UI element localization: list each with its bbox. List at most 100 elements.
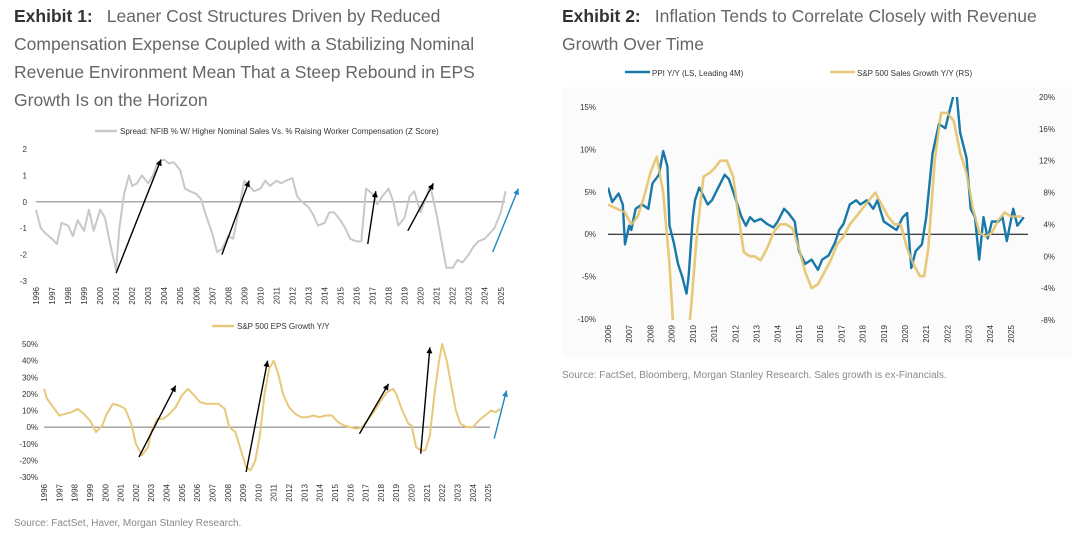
x-tick-label: 2008 [224, 286, 233, 304]
arrow-head [426, 347, 433, 354]
right-y-tick-label: 20% [1039, 93, 1055, 102]
y-tick-label: 30% [22, 373, 38, 382]
right-y-tick-label: 0% [1043, 252, 1055, 261]
left-y-tick-label: -5% [582, 273, 596, 282]
exhibit-2-title-text: Inflation Tends to Correlate Closely wit… [562, 6, 1037, 54]
x-tick-label: 2012 [285, 483, 294, 501]
arrow-head [382, 383, 389, 391]
left-y-tick-label: 5% [584, 188, 596, 197]
x-tick-label: 2016 [346, 483, 355, 501]
x-tick-label: 2020 [901, 324, 910, 342]
arrow-head [156, 159, 162, 167]
x-tick-label: 2014 [316, 483, 325, 501]
left-y-tick-label: 15% [580, 103, 596, 112]
x-tick-label: 2012 [288, 286, 297, 304]
arrow-head [244, 180, 250, 188]
right-y-tick-label: 4% [1043, 220, 1055, 229]
x-tick-label: 2021 [433, 286, 442, 304]
exhibit-2-source: Source: FactSet, Bloomberg, Morgan Stanl… [562, 370, 947, 381]
x-tick-label: 2018 [377, 483, 386, 501]
x-tick-label: 2017 [369, 286, 378, 304]
x-tick-label: 2003 [147, 483, 156, 501]
x-tick-label: 2011 [270, 483, 279, 501]
x-tick-label: 2006 [193, 483, 202, 501]
forecast-arrow [493, 390, 508, 439]
arrow-head [502, 390, 508, 398]
right-y-tick-label: 12% [1039, 157, 1055, 166]
x-tick-label: 2006 [604, 324, 613, 342]
x-tick-label: 2022 [438, 483, 447, 501]
x-tick-label: 2013 [752, 324, 761, 342]
x-tick-label: 2012 [731, 324, 740, 342]
x-tick-label: 2016 [816, 324, 825, 342]
y-tick-label: -20% [19, 456, 38, 465]
arrow-head [513, 188, 519, 196]
x-tick-label: 2015 [331, 483, 340, 501]
x-tick-label: 1996 [32, 286, 41, 304]
x-tick-label: 1996 [40, 483, 49, 501]
x-tick-label: 2024 [986, 324, 995, 342]
x-tick-label: 2024 [469, 483, 478, 501]
left-y-tick-label: 10% [580, 145, 596, 154]
x-tick-label: 2025 [497, 286, 506, 304]
y-tick-label: -3 [20, 277, 28, 286]
x-tick-label: 2025 [484, 483, 493, 501]
right-y-tick-label: 16% [1039, 125, 1055, 134]
right-y-tick-label: 8% [1043, 189, 1055, 198]
x-tick-label: 1997 [48, 286, 57, 304]
exhibit-1-label: Exhibit 1: [14, 6, 93, 26]
x-tick-label: 2000 [96, 286, 105, 304]
forecast-arrow [492, 188, 520, 253]
series-group [608, 97, 1025, 320]
x-tick-label: 2009 [239, 483, 248, 501]
rebound-arrow [245, 360, 269, 473]
x-tick-label: 2001 [117, 483, 126, 501]
x-tick-label: 2018 [385, 286, 394, 304]
arrow-head [170, 385, 176, 393]
y-tick-label: 40% [22, 357, 38, 366]
exhibit-1-title: Exhibit 1: Leaner Cost Structures Driven … [14, 2, 534, 114]
x-tick-label: 2024 [481, 286, 490, 304]
x-tick-label: 2010 [689, 324, 698, 342]
left-y-tick-label: -10% [577, 315, 596, 324]
x-tick-label: 2023 [453, 483, 462, 501]
rebound-arrow [221, 180, 250, 255]
y-tick-label: -10% [19, 440, 38, 449]
y-tick-label: -1 [20, 224, 28, 233]
right-y-tick-label: -4% [1041, 284, 1055, 293]
rebound-arrow [367, 191, 377, 245]
y-tick-label: 1 [23, 171, 28, 180]
x-tick-label: 2011 [272, 286, 281, 304]
x-tick-label: 2000 [101, 483, 110, 501]
arrow-head [371, 191, 378, 198]
left-y-tick-label: 0% [584, 230, 596, 239]
x-tick-label: 2016 [353, 286, 362, 304]
x-tick-label: 2022 [943, 324, 952, 342]
x-tick-label: 2020 [417, 286, 426, 304]
exhibit-2-title: Exhibit 2: Inflation Tends to Correlate C… [562, 2, 1072, 58]
x-tick-label: 2015 [795, 324, 804, 342]
series-line [35, 158, 507, 272]
sales-growth-line-overlay [608, 111, 1022, 320]
eps-growth-chart: S&P 500 EPS Growth Y/Y 50% 40% 30% 20% 10% 0% -… [19, 322, 508, 502]
x-tick-label: 1999 [86, 483, 95, 501]
y-tick-label: 20% [22, 390, 38, 399]
rebound-arrow [358, 383, 390, 435]
y-tick-label: 10% [22, 407, 38, 416]
x-tick-label: 1997 [55, 483, 64, 501]
ppi-vs-sales-chart: PPI Y/Y (LS, Leading 4M) S&P 500 Sales Gr… [562, 69, 1072, 357]
nfib-spread-chart: Spread: NFIB % W/ Higher Nominal Sales V… [20, 127, 520, 305]
legend-label: Spread: NFIB % W/ Higher Nominal Sales V… [120, 127, 439, 136]
y-tick-label: 50% [22, 340, 38, 349]
x-tick-label: 2007 [625, 324, 634, 342]
x-tick-label: 2020 [408, 483, 417, 501]
x-tick-label: 2019 [392, 483, 401, 501]
x-tick-label: 2008 [224, 483, 233, 501]
x-tick-label: 2017 [362, 483, 371, 501]
x-tick-label: 2010 [254, 483, 263, 501]
exhibit-2-label: Exhibit 2: [562, 6, 641, 26]
x-tick-label: 2018 [859, 324, 868, 342]
rebound-arrow [115, 159, 162, 274]
x-tick-label: 2017 [837, 324, 846, 342]
x-tick-label: 2004 [160, 286, 169, 304]
